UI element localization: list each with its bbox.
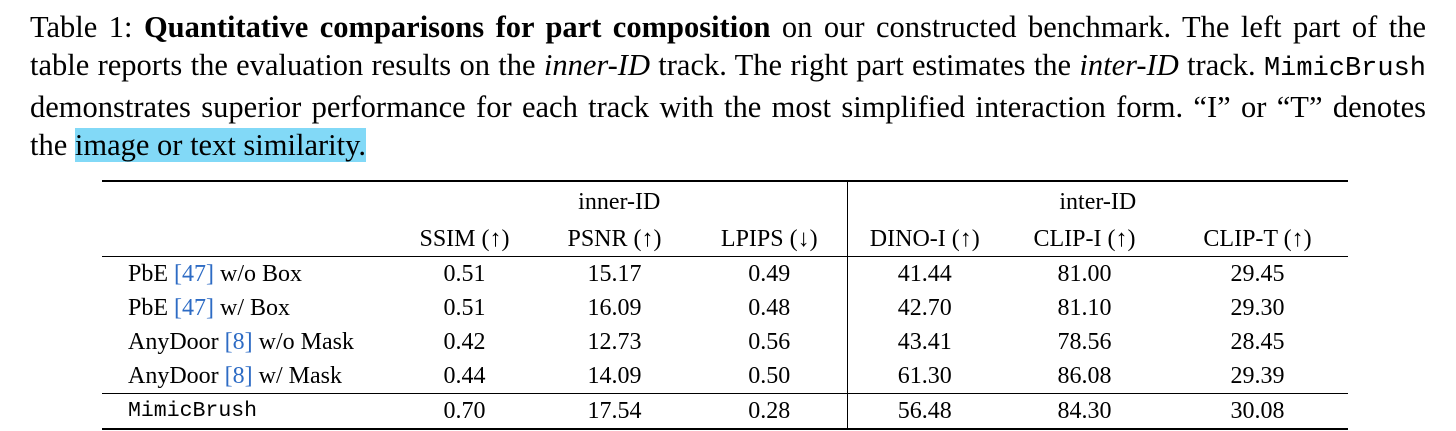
value-cell: 15.17 bbox=[537, 256, 692, 291]
value-cell: 81.10 bbox=[1057, 295, 1112, 321]
value-cell-best: 61.30 bbox=[897, 363, 952, 389]
value-cell: 0.49 bbox=[692, 256, 848, 291]
method-cell: AnyDoor [8] w/o Mask bbox=[102, 325, 392, 359]
value-cell: 56.48 bbox=[847, 393, 1003, 430]
method-name: PbE bbox=[128, 261, 169, 287]
method-cell: AnyDoor [8] w/ Mask bbox=[102, 359, 392, 394]
table-row: PbE [47] w/o Box 0.51 15.17 0.49 41.44 8… bbox=[102, 256, 1349, 291]
value-cell: 42.70 bbox=[897, 295, 952, 321]
group-header-row: inner-ID inter-ID bbox=[102, 180, 1349, 222]
value-cell-best: 0.28 bbox=[692, 393, 848, 430]
value-cell: 16.09 bbox=[587, 295, 642, 321]
method-name: AnyDoor bbox=[128, 329, 219, 355]
value-cell: 0.44 bbox=[443, 363, 486, 389]
caption-inter-track: inter-ID bbox=[1079, 48, 1179, 82]
value-cell: 0.50 bbox=[692, 359, 848, 394]
citation-link[interactable]: [47] bbox=[174, 261, 214, 287]
metric-clip-i: CLIP-I (↑) bbox=[1033, 226, 1136, 252]
caption-highlight: image or text similarity. bbox=[74, 128, 366, 162]
value-cell: 78.56 bbox=[1057, 329, 1112, 355]
metric-psnr: PSNR (↑) bbox=[567, 226, 662, 252]
value-cell-best: 30.08 bbox=[1167, 393, 1349, 430]
table-row: AnyDoor [8] w/o Mask 0.42 12.73 0.56 43.… bbox=[102, 325, 1348, 359]
caption-method-name: MimicBrush bbox=[1263, 54, 1426, 84]
empty-metric-cell bbox=[102, 222, 392, 257]
caption-text-3: track. bbox=[1178, 48, 1264, 82]
value-cell: 43.41 bbox=[897, 329, 952, 355]
value-cell-best: 86.08 bbox=[1057, 363, 1112, 389]
method-name: PbE bbox=[128, 295, 169, 321]
value-cell: 0.48 bbox=[692, 291, 848, 325]
value-cell: 0.51 bbox=[392, 256, 537, 291]
value-cell: 0.56 bbox=[692, 325, 848, 359]
caption-label: Table 1: bbox=[30, 10, 133, 44]
group-inter-id: inter-ID bbox=[847, 180, 1349, 222]
metric-ssim: SSIM (↑) bbox=[419, 226, 510, 252]
metric-header-row: SSIM (↑) PSNR (↑) LPIPS (↓) DINO-I (↑) C… bbox=[102, 222, 1348, 257]
value-cell: 14.09 bbox=[587, 363, 642, 389]
table-row: PbE [47] w/ Box 0.51 16.09 0.48 42.70 81… bbox=[102, 291, 1348, 325]
value-cell-best: 17.54 bbox=[537, 393, 692, 430]
citation-link[interactable]: [47] bbox=[174, 295, 214, 321]
caption-text-1: on our constructed benchmark. The left p… bbox=[30, 10, 1426, 82]
results-table: inner-ID inter-ID SSIM (↑) PSNR (↑) LPIP… bbox=[102, 180, 1349, 430]
group-inner-id: inner-ID bbox=[392, 180, 848, 222]
metric-clip-t: CLIP-T (↑) bbox=[1203, 226, 1312, 252]
table-row-ours: MimicBrush 0.70 17.54 0.28 56.48 84.30 3… bbox=[102, 393, 1349, 430]
value-cell: 0.51 bbox=[443, 295, 486, 321]
caption-inner-track: inner-ID bbox=[543, 48, 650, 82]
caption-title: Quantitative comparisons for part compos… bbox=[143, 10, 771, 44]
empty-header-cell bbox=[102, 180, 392, 222]
caption-text-2: track. The right part estimates the bbox=[649, 48, 1080, 82]
value-cell: 29.30 bbox=[1230, 295, 1285, 321]
citation-link[interactable]: [8] bbox=[224, 329, 253, 355]
method-cell: MimicBrush bbox=[102, 393, 392, 430]
value-cell: 84.30 bbox=[1002, 393, 1168, 430]
method-cell: PbE [47] w/o Box bbox=[102, 256, 392, 291]
method-variant: w/ Mask bbox=[258, 363, 342, 389]
value-cell: 41.44 bbox=[847, 256, 1003, 291]
method-cell: PbE [47] w/ Box bbox=[102, 291, 392, 325]
table-row: AnyDoor [8] w/ Mask 0.44 14.09 0.50 61.3… bbox=[102, 359, 1348, 394]
value-cell: 12.73 bbox=[587, 329, 642, 355]
metric-dino-i: DINO-I (↑) bbox=[869, 226, 980, 252]
caption-text-4: demonstrates superior performance for ea… bbox=[30, 90, 1426, 162]
value-cell: 81.00 bbox=[1002, 256, 1168, 291]
method-variant: w/o Mask bbox=[258, 329, 354, 355]
method-name: AnyDoor bbox=[128, 363, 219, 389]
metric-lpips: LPIPS (↓) bbox=[692, 222, 848, 257]
method-variant: w/o Box bbox=[220, 261, 303, 287]
value-cell: 28.45 bbox=[1230, 329, 1285, 355]
citation-link[interactable]: [8] bbox=[224, 363, 253, 389]
method-variant: w/ Box bbox=[220, 295, 291, 321]
value-cell: 29.45 bbox=[1167, 256, 1349, 291]
value-cell: 29.39 bbox=[1230, 363, 1285, 389]
value-cell-best: 0.70 bbox=[392, 393, 537, 430]
table-caption: Table 1: Quantitative comparisons for pa… bbox=[30, 8, 1426, 164]
value-cell: 0.42 bbox=[443, 329, 486, 355]
